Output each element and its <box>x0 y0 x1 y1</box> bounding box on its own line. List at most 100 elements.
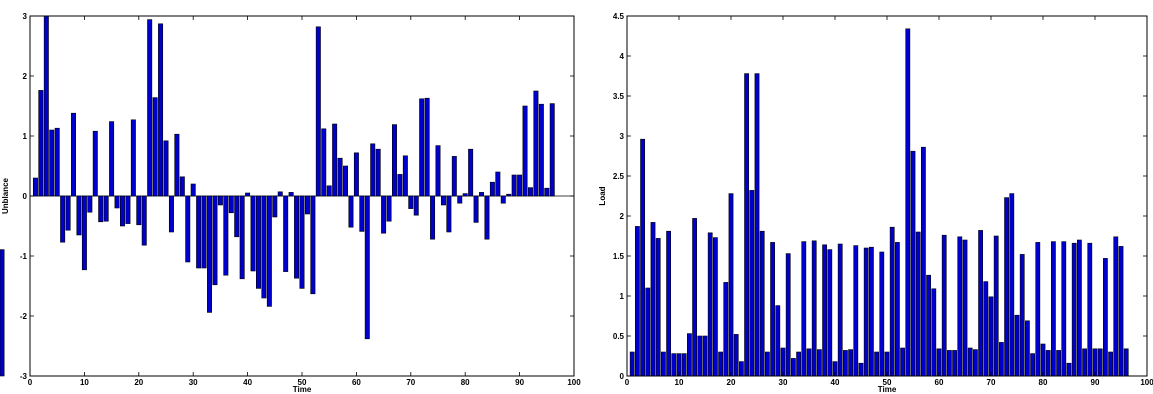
bar <box>125 195 131 224</box>
bar <box>207 195 212 313</box>
bar <box>910 150 916 377</box>
bar <box>228 195 234 214</box>
bar <box>661 351 666 377</box>
x-tick-label: 100 <box>567 378 581 387</box>
bar <box>87 195 93 213</box>
bar <box>733 334 739 377</box>
bar <box>1025 320 1030 377</box>
x-tick-label: 60 <box>935 378 944 387</box>
x-axis-label: Time <box>878 385 897 394</box>
bar <box>1051 241 1056 377</box>
bar <box>645 287 651 377</box>
bar <box>343 165 348 197</box>
bar <box>261 195 267 299</box>
bar <box>141 195 147 246</box>
bar <box>1045 350 1051 377</box>
bar <box>353 152 359 197</box>
bar <box>1061 241 1067 377</box>
bar <box>1082 348 1087 377</box>
bar <box>655 238 661 377</box>
bar <box>522 105 528 197</box>
bar <box>359 195 365 232</box>
bar <box>152 97 158 197</box>
bar <box>1035 242 1041 377</box>
bar <box>304 195 310 215</box>
bar <box>988 296 994 377</box>
bar <box>71 112 76 197</box>
bar <box>250 195 256 272</box>
bar <box>817 349 822 377</box>
bar <box>936 348 942 377</box>
bar <box>811 240 817 377</box>
bar <box>332 123 338 197</box>
bar <box>517 174 523 197</box>
bar <box>967 347 973 377</box>
bar <box>723 282 729 377</box>
bar <box>765 351 770 377</box>
bar <box>1004 197 1009 377</box>
bar <box>759 230 765 377</box>
y-axis-label: Unblance <box>1 177 10 214</box>
bar <box>381 195 387 234</box>
x-tick-label: 40 <box>831 378 840 387</box>
y-tick-label: 0 <box>23 192 28 201</box>
x-tick-label: 50 <box>298 378 307 387</box>
y-axis-label: Load <box>598 186 607 205</box>
bar <box>1019 254 1025 377</box>
bar <box>484 195 490 240</box>
bar <box>109 121 115 197</box>
bar <box>900 347 905 377</box>
bar <box>190 183 196 197</box>
x-tick-label: 90 <box>1091 378 1100 387</box>
bar <box>1040 343 1046 377</box>
bar <box>158 23 164 197</box>
y-tick-label: 1.5 <box>613 252 625 261</box>
x-tick-label: 100 <box>1140 378 1153 387</box>
bar <box>533 90 539 197</box>
y-tick-label: 2 <box>620 212 625 221</box>
bar <box>713 237 718 377</box>
bar <box>983 281 989 377</box>
bar <box>749 190 755 377</box>
bar <box>98 195 104 223</box>
bar <box>806 348 812 377</box>
bar <box>681 353 687 377</box>
bar <box>370 143 376 197</box>
bar <box>754 73 760 377</box>
bar <box>957 236 963 377</box>
bar <box>858 362 864 377</box>
bar <box>120 195 125 227</box>
x-tick-label: 20 <box>727 378 736 387</box>
bar <box>635 226 640 377</box>
bar <box>1108 351 1113 377</box>
bar <box>168 195 174 233</box>
bar <box>114 195 120 209</box>
bar <box>999 342 1004 377</box>
bar <box>915 231 921 377</box>
x-tick-label: 10 <box>675 378 684 387</box>
y-tick-label: -3 <box>20 372 28 381</box>
bar <box>921 146 926 377</box>
bar <box>136 195 142 226</box>
bar <box>640 138 645 377</box>
bar <box>397 174 403 197</box>
bar <box>179 176 185 197</box>
bar <box>163 140 169 197</box>
bar <box>549 103 555 197</box>
bar <box>386 195 392 222</box>
y-tick-label: 3 <box>620 132 625 141</box>
x-tick-label: 60 <box>352 378 361 387</box>
bar <box>435 145 441 197</box>
bar <box>185 195 191 263</box>
bar <box>1092 348 1098 377</box>
bar <box>947 350 952 377</box>
bar <box>103 195 109 222</box>
bar <box>1123 348 1129 377</box>
bar <box>256 195 261 289</box>
bar <box>1087 242 1093 377</box>
bar <box>364 195 370 340</box>
bar <box>785 253 791 377</box>
bar <box>468 148 474 197</box>
bar <box>174 133 180 197</box>
